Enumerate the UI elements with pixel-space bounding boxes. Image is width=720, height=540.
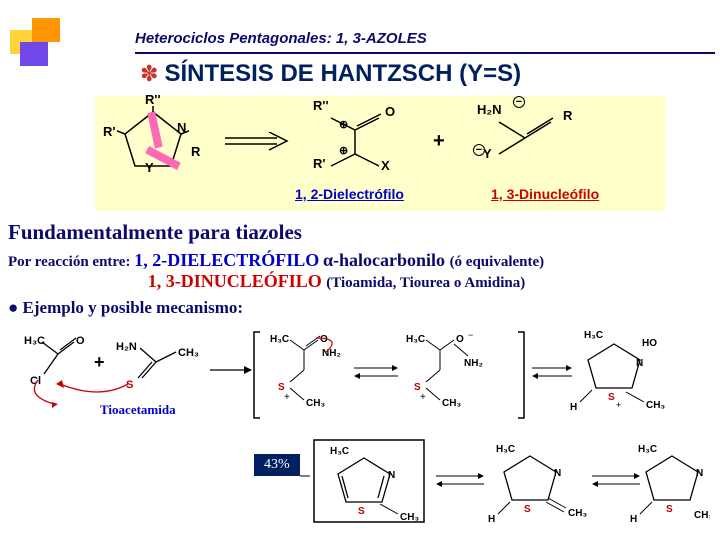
svg-text:NH₂: NH₂ [464, 358, 483, 369]
svg-text:CH₃: CH₃ [694, 510, 710, 521]
right-h2n: H₂N [477, 102, 502, 117]
caption-dielectrophile: 1, 2-Dielectrófilo [295, 186, 404, 202]
yield-badge: 43% [254, 454, 300, 476]
label-n: N [177, 120, 186, 135]
svg-text:+: + [94, 352, 105, 372]
svg-text:O: O [76, 335, 85, 347]
retro-arrow-icon [221, 132, 291, 152]
mid-x: X [381, 158, 390, 173]
svg-text:+: + [420, 392, 426, 403]
svg-text:CH₃: CH₃ [306, 398, 325, 409]
svg-text:N: N [696, 468, 703, 479]
star-icon: ✽ [140, 61, 158, 87]
svg-text:S: S [358, 506, 365, 517]
svg-text:NH₂: NH₂ [322, 348, 341, 359]
svg-text:O: O [456, 334, 464, 345]
plus-sign: + [433, 130, 445, 153]
svg-text:H₃C: H₃C [496, 444, 515, 455]
svg-text:CH₃: CH₃ [568, 508, 587, 519]
svg-text:N: N [554, 468, 561, 479]
svg-text:+: + [284, 392, 290, 403]
right-r: R [563, 108, 572, 123]
svg-text:S: S [666, 504, 673, 515]
svg-text:S: S [524, 504, 531, 515]
label-r: R [191, 144, 200, 159]
reac-l2a: 1, 3-DINUCLEÓFILO [148, 271, 327, 291]
svg-text:H: H [570, 402, 577, 413]
slide-logo [10, 18, 70, 68]
svg-text:H: H [488, 514, 495, 525]
caption-dinucleophile: 1, 3-Dinucleófilo [491, 186, 599, 202]
dinucleophile-structure [471, 108, 591, 178]
mid-plus2: ⊕ [339, 144, 348, 157]
slide-title: SÍNTESIS DE HANTZSCH (Y=S) [164, 60, 521, 88]
svg-text:H₃C: H₃C [638, 444, 657, 455]
reac-l1a: 1, 2-DIELECTRÓFILO [134, 250, 319, 270]
svg-text:S: S [608, 392, 615, 403]
svg-text:H₂N: H₂N [116, 341, 137, 353]
reaction-description: Por reacción entre: 1, 2-DIELECTRÓFILO α… [8, 250, 718, 292]
right-minus1: − [513, 96, 525, 108]
svg-text:H₃C: H₃C [24, 335, 45, 347]
mid-rp: R' [313, 156, 325, 171]
svg-text:N: N [388, 470, 395, 481]
svg-text:+: + [616, 400, 621, 410]
svg-text:CH₃: CH₃ [442, 398, 461, 409]
svg-text:CH₃: CH₃ [400, 512, 419, 523]
reac-l1c: (ó equivalente) [450, 254, 545, 270]
retro-diagram: R'' R' N Y R R'' O R' X ⊕ ⊕ + H₂N R Y − … [95, 96, 665, 211]
reac-intro: Por reacción entre: [8, 254, 130, 270]
svg-text:N: N [636, 358, 643, 369]
reac-l1b: α-halocarbonilo [323, 250, 450, 270]
label-rp: R' [103, 124, 115, 139]
svg-text:H₃C: H₃C [330, 446, 349, 457]
header-text: Heterociclos Pentagonales: 1, 3-AZOLES [135, 30, 427, 47]
label-y: Y [145, 160, 154, 175]
bullet-icon: ● [8, 298, 18, 317]
example-text: Ejemplo y posible mecanismo: [23, 298, 244, 317]
svg-text:HO: HO [642, 338, 657, 349]
reac-l2b: (Tioamida, Tiourea o Amidina) [326, 275, 525, 291]
svg-text:H₃C: H₃C [270, 334, 289, 345]
svg-text:CH₃: CH₃ [178, 347, 199, 359]
svg-text:−: − [468, 330, 473, 340]
header-underline [135, 52, 715, 54]
tioacetamide-label: Tioacetamida [100, 402, 176, 418]
svg-text:H₃C: H₃C [584, 330, 603, 341]
mid-plus1: ⊕ [339, 118, 348, 131]
product-scheme: H₃C N S CH₃ H₃C N S H CH₃ N S H₃C [300, 432, 710, 532]
svg-text:CH₃: CH₃ [646, 400, 665, 411]
example-heading: ● Ejemplo y posible mecanismo: [8, 298, 243, 318]
title-row: ✽ SÍNTESIS DE HANTZSCH (Y=S) [140, 60, 521, 88]
label-r2p: R'' [145, 92, 161, 107]
mid-r2p: R'' [313, 98, 329, 113]
svg-text:H: H [630, 514, 637, 525]
right-minus2: − [473, 144, 485, 156]
mid-o: O [385, 104, 395, 119]
svg-text:H₃C: H₃C [406, 334, 425, 345]
subtitle: Fundamentalmente para tiazoles [8, 220, 302, 245]
